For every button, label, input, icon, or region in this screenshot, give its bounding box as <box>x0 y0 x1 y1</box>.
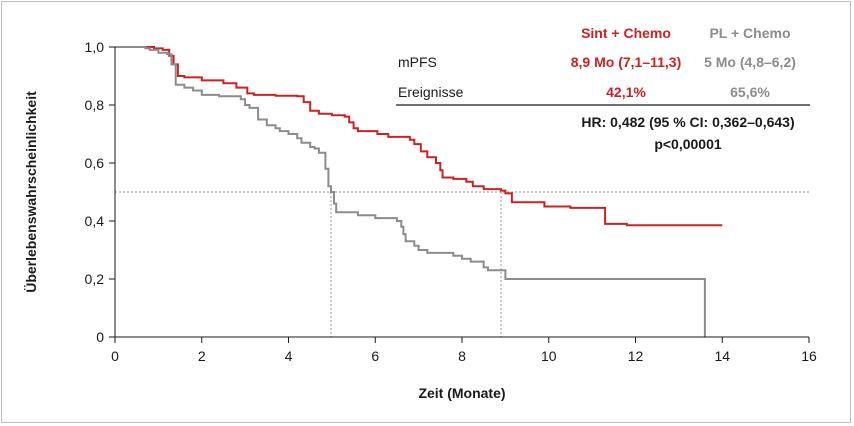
x-tick-label: 4 <box>285 348 293 364</box>
results-table: Sint + Chemo PL + Chemo mPFS 8,9 Mo (7,1… <box>396 25 810 152</box>
mpfs-pl-value: 5 Mo (4,8–6,2) <box>704 54 796 70</box>
series-line-sint-chemo <box>115 46 723 227</box>
series-line-pl-chemo <box>115 46 706 337</box>
ticks: 0 2 4 6 8 10 12 14 16 0 0,2 0,4 0,6 0,8 1,0 <box>85 39 817 364</box>
mpfs-sint-value: 8,9 Mo (7,1–11,3) <box>571 54 682 70</box>
reference-lines <box>115 191 809 337</box>
ereignisse-pl-value: 65,6% <box>730 84 770 100</box>
x-tick-label: 0 <box>111 348 119 364</box>
y-tick-label: 0,6 <box>85 155 105 171</box>
ereignisse-sint-value: 42,1% <box>606 84 646 100</box>
survival-curves <box>115 46 723 337</box>
y-tick-label: 0,4 <box>85 213 105 229</box>
hazard-ratio: HR: 0,482 (95 % CI: 0,362–0,643) <box>581 114 794 130</box>
x-tick-label: 8 <box>458 348 466 364</box>
y-tick-label: 0 <box>96 329 104 345</box>
y-tick-label: 1,0 <box>85 39 105 55</box>
row-label-ereignisse: Ereignisse <box>398 84 464 100</box>
table-header-pl: PL + Chemo <box>709 25 790 41</box>
table-header-sint: Sint + Chemo <box>581 25 671 41</box>
p-value: p<0,00001 <box>654 136 722 152</box>
y-tick-label: 0,8 <box>85 97 105 113</box>
y-axis-label: Überlebenswahrscheinlichkeit <box>23 91 39 293</box>
y-tick-label: 0,2 <box>85 271 105 287</box>
x-tick-label: 12 <box>628 348 644 364</box>
x-tick-label: 16 <box>801 348 817 364</box>
x-tick-label: 2 <box>198 348 206 364</box>
x-tick-label: 10 <box>541 348 557 364</box>
x-tick-label: 6 <box>371 348 379 364</box>
row-label-mpfs: mPFS <box>398 54 437 70</box>
x-tick-label: 14 <box>714 348 730 364</box>
x-axis-label: Zeit (Monate) <box>418 385 505 401</box>
